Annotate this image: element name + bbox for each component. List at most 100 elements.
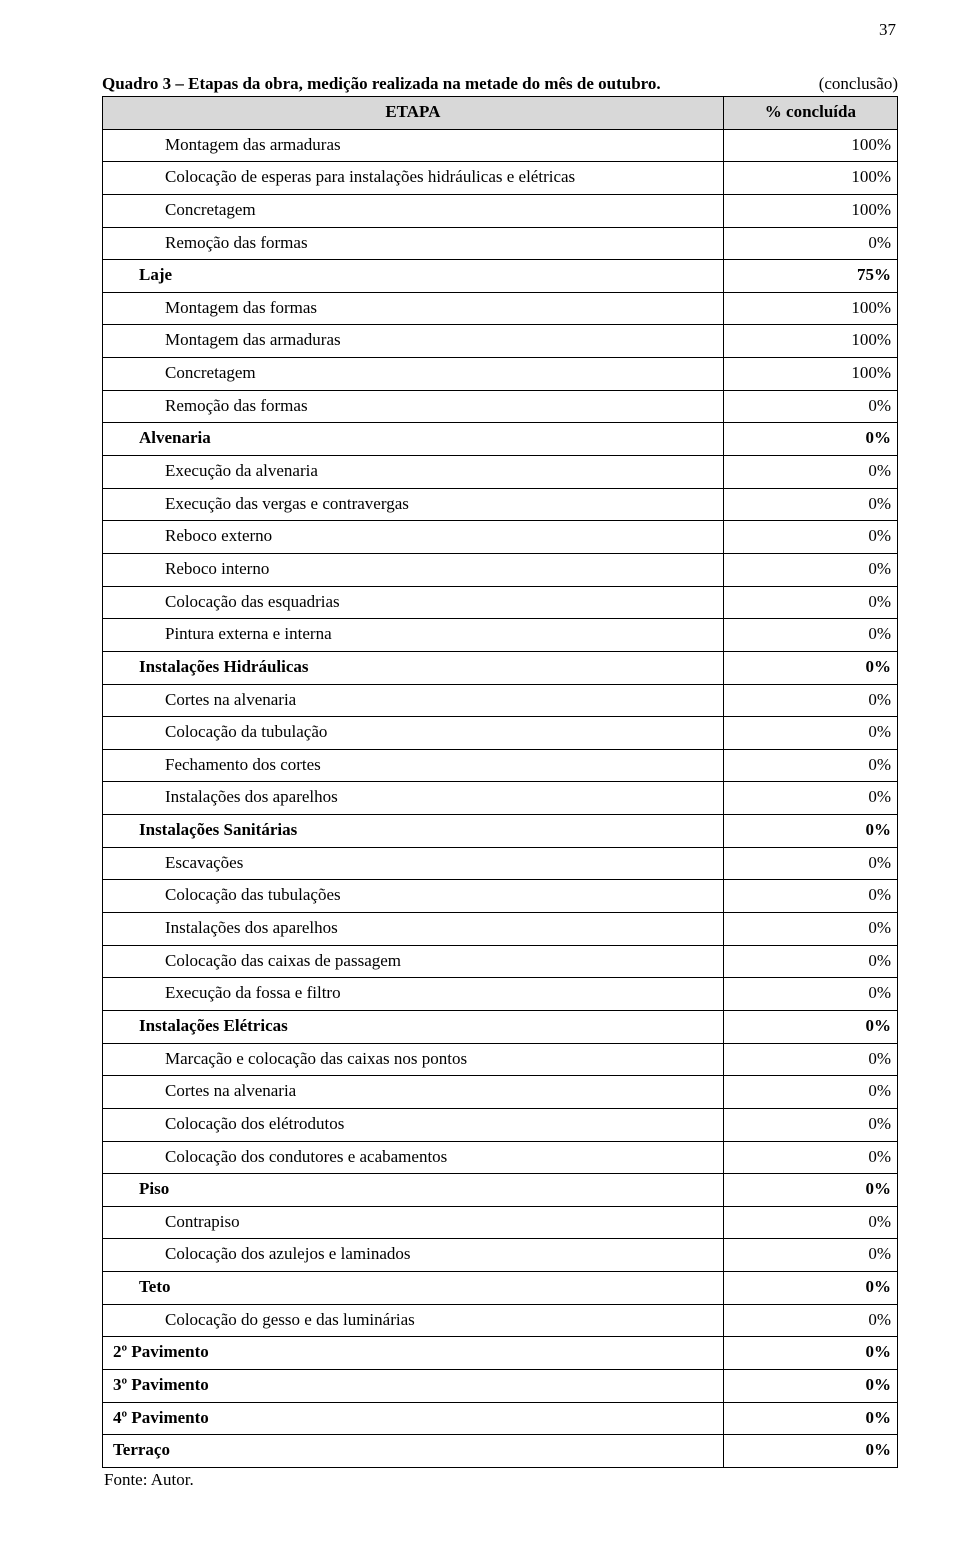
etapa-cell: Piso [103,1174,724,1207]
etapa-cell: Laje [103,260,724,293]
table-row: 4º Pavimento0% [103,1402,898,1435]
table-row: Cortes na alvenaria0% [103,1076,898,1109]
pct-cell: 0% [723,1304,897,1337]
etapa-cell: Colocação das esquadrias [103,586,724,619]
pct-cell: 0% [723,456,897,489]
etapa-cell: Colocação das tubulações [103,880,724,913]
pct-cell: 0% [723,913,897,946]
table-row: Marcação e colocação das caixas nos pont… [103,1043,898,1076]
pct-cell: 100% [723,194,897,227]
table-row: Concretagem100% [103,358,898,391]
pct-cell: 0% [723,1435,897,1468]
table-row: Instalações Elétricas0% [103,1010,898,1043]
table-row: Colocação dos elétrodutos0% [103,1108,898,1141]
page-container: 37 Quadro 3 – Etapas da obra, medição re… [0,0,960,1551]
pct-cell: 0% [723,684,897,717]
pct-cell: 0% [723,1043,897,1076]
etapa-cell: Escavações [103,847,724,880]
pct-cell: 0% [723,717,897,750]
table-row: Teto0% [103,1272,898,1305]
table-row: Instalações dos aparelhos0% [103,913,898,946]
table-row: Concretagem100% [103,194,898,227]
etapa-cell: Montagem das armaduras [103,325,724,358]
pct-cell: 0% [723,1272,897,1305]
table-row: Piso0% [103,1174,898,1207]
table-row: Montagem das formas100% [103,292,898,325]
pct-cell: 0% [723,586,897,619]
pct-cell: 0% [723,1402,897,1435]
table-row: Colocação da tubulação0% [103,717,898,750]
etapa-cell: Colocação do gesso e das luminárias [103,1304,724,1337]
pct-cell: 0% [723,1010,897,1043]
etapa-cell: 3º Pavimento [103,1369,724,1402]
pct-cell: 0% [723,782,897,815]
pct-cell: 100% [723,358,897,391]
table-row: Reboco interno0% [103,553,898,586]
pct-cell: 0% [723,1076,897,1109]
etapa-cell: Instalações Sanitárias [103,815,724,848]
table-row: Colocação do gesso e das luminárias0% [103,1304,898,1337]
table-row: Laje75% [103,260,898,293]
etapa-cell: Reboco externo [103,521,724,554]
pct-cell: 0% [723,1174,897,1207]
table-row: Terraço0% [103,1435,898,1468]
table-row: Execução da alvenaria0% [103,456,898,489]
table-row: Reboco externo0% [103,521,898,554]
pct-cell: 0% [723,978,897,1011]
table-header-row: ETAPA % concluída [103,97,898,130]
etapa-cell: Colocação dos condutores e acabamentos [103,1141,724,1174]
table-row: Remoção das formas0% [103,227,898,260]
pct-cell: 100% [723,292,897,325]
table-row: Fechamento dos cortes0% [103,749,898,782]
pct-cell: 0% [723,227,897,260]
pct-cell: 0% [723,619,897,652]
pct-cell: 0% [723,1206,897,1239]
table-body: Montagem das armaduras100%Colocação de e… [103,129,898,1467]
table-row: Remoção das formas0% [103,390,898,423]
etapa-cell: Alvenaria [103,423,724,456]
etapa-cell: Contrapiso [103,1206,724,1239]
source-label: Fonte: Autor. [102,1470,898,1490]
etapa-cell: Pintura externa e interna [103,619,724,652]
etapa-cell: Execução da alvenaria [103,456,724,489]
etapa-cell: Colocação das caixas de passagem [103,945,724,978]
table-row: Pintura externa e interna0% [103,619,898,652]
table-row: Instalações Hidráulicas0% [103,651,898,684]
etapa-cell: Remoção das formas [103,227,724,260]
pct-cell: 100% [723,129,897,162]
table-row: Alvenaria0% [103,423,898,456]
etapa-cell: 4º Pavimento [103,1402,724,1435]
etapa-cell: Instalações dos aparelhos [103,913,724,946]
etapa-cell: Execução das vergas e contravergas [103,488,724,521]
col-header-pct: % concluída [723,97,897,130]
etapa-cell: Colocação dos elétrodutos [103,1108,724,1141]
etapa-cell: Reboco interno [103,553,724,586]
table-row: Execução das vergas e contravergas0% [103,488,898,521]
etapa-cell: Instalações Elétricas [103,1010,724,1043]
etapa-cell: Teto [103,1272,724,1305]
etapa-cell: Cortes na alvenaria [103,1076,724,1109]
table-row: Instalações Sanitárias0% [103,815,898,848]
table-row: Colocação dos condutores e acabamentos0% [103,1141,898,1174]
table-caption-row: Quadro 3 – Etapas da obra, medição reali… [102,74,898,94]
pct-cell: 0% [723,651,897,684]
etapa-cell: Montagem das formas [103,292,724,325]
table-title: Quadro 3 – Etapas da obra, medição reali… [102,74,661,94]
table-row: Colocação das caixas de passagem0% [103,945,898,978]
etapa-cell: Colocação da tubulação [103,717,724,750]
etapa-cell: Cortes na alvenaria [103,684,724,717]
table-row: Colocação de esperas para instalações hi… [103,162,898,195]
etapa-cell: Concretagem [103,194,724,227]
table-row: Escavações0% [103,847,898,880]
table-row: Contrapiso0% [103,1206,898,1239]
table-row: 2º Pavimento0% [103,1337,898,1370]
table-row: Execução da fossa e filtro0% [103,978,898,1011]
pct-cell: 0% [723,390,897,423]
pct-cell: 0% [723,1141,897,1174]
etapa-cell: Terraço [103,1435,724,1468]
etapa-cell: Colocação dos azulejos e laminados [103,1239,724,1272]
page-number: 37 [102,20,898,40]
pct-cell: 0% [723,1108,897,1141]
etapa-cell: Instalações Hidráulicas [103,651,724,684]
table-row: Montagem das armaduras100% [103,325,898,358]
